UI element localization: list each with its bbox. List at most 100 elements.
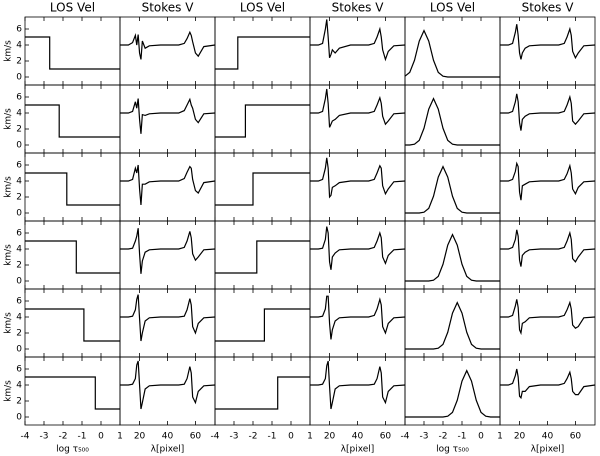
profile-line	[25, 104, 120, 138]
x-tick-label: -2	[439, 432, 448, 442]
column-title: Stokes V	[142, 1, 195, 15]
x-tick-label: 1	[307, 432, 313, 442]
panel-frame	[404, 84, 501, 154]
y-tick-label: 2	[16, 193, 22, 203]
profile-line	[120, 30, 216, 60]
y-tick-label: 4	[16, 245, 22, 255]
y-tick-label: 0	[16, 73, 22, 83]
panel-frame	[24, 356, 121, 426]
profile-line	[215, 172, 310, 206]
panel-frame	[24, 152, 121, 222]
panel-frame	[119, 356, 216, 426]
panel-frame	[404, 220, 501, 290]
panel-frame	[214, 16, 311, 86]
profile-line	[120, 294, 216, 342]
column-title: Stokes V	[522, 1, 575, 15]
x-tick-label: -3	[230, 432, 239, 442]
panel-frame	[214, 84, 311, 154]
profile-line	[500, 229, 596, 267]
profile-line	[215, 376, 310, 410]
y-tick-label: 4	[16, 41, 22, 51]
x-tick-label: -1	[268, 432, 277, 442]
x-tick-label: -2	[59, 432, 68, 442]
profile-line	[215, 36, 310, 70]
x-tick-label: 40	[162, 432, 174, 442]
profile-line	[120, 97, 216, 134]
profile-line	[405, 97, 500, 146]
panel-frame	[404, 288, 501, 358]
y-tick-label: 6	[16, 93, 22, 103]
column-title: Stokes V	[332, 1, 385, 15]
panel-frame	[119, 152, 216, 222]
x-tick-label: 40	[542, 432, 554, 442]
y-tick-label: 6	[16, 25, 22, 35]
y-tick-label: 0	[16, 345, 22, 355]
x-tick-label: 0	[98, 432, 104, 442]
y-tick-label: 2	[16, 397, 22, 407]
panel-frame	[24, 84, 121, 154]
y-tick-label: 6	[16, 365, 22, 375]
y-tick-label: 6	[16, 229, 22, 239]
profile-line	[405, 165, 500, 214]
y-axis-label: km/s	[4, 244, 14, 266]
column-title: LOS Vel	[50, 1, 95, 15]
x-tick-label: 60	[380, 432, 392, 442]
x-tick-label: 20	[134, 432, 146, 442]
column-title: LOS Vel	[240, 1, 285, 15]
y-tick-label: 2	[16, 57, 22, 67]
column-title: LOS Vel	[430, 1, 475, 15]
x-tick-label: 0	[478, 432, 484, 442]
profile-line	[310, 226, 406, 270]
panel-frame	[214, 356, 311, 426]
y-tick-label: 0	[16, 209, 22, 219]
profile-line	[500, 299, 596, 336]
panel-frame	[119, 288, 216, 358]
panel-frame	[499, 220, 596, 290]
profile-line	[500, 161, 596, 201]
panel-frame	[309, 84, 406, 154]
profile-line	[215, 308, 310, 342]
profile-line	[310, 295, 406, 340]
y-tick-label: 2	[16, 125, 22, 135]
x-tick-label: -4	[401, 432, 410, 442]
panel-frame	[404, 152, 501, 222]
y-tick-label: 0	[16, 413, 22, 423]
y-tick-label: 6	[16, 161, 22, 171]
profile-line	[120, 360, 216, 410]
panel-frame	[309, 16, 406, 86]
y-tick-label: 6	[16, 297, 22, 307]
profile-line	[500, 24, 596, 60]
profile-line	[120, 164, 216, 206]
panel-frame	[24, 16, 121, 86]
profile-line	[310, 157, 406, 199]
x-tick-label: 60	[190, 432, 202, 442]
x-tick-label: 20	[514, 432, 526, 442]
y-tick-label: 0	[16, 141, 22, 151]
profile-line	[25, 36, 120, 70]
x-tick-label: -4	[211, 432, 220, 442]
x-tick-label: 20	[324, 432, 336, 442]
x-tick-label: 0	[288, 432, 294, 442]
profile-line	[310, 360, 406, 410]
panel-frame	[214, 220, 311, 290]
x-tick-label: -4	[21, 432, 30, 442]
x-tick-label: -3	[40, 432, 49, 442]
y-axis-label: km/s	[4, 108, 14, 130]
profile-line	[404, 29, 500, 78]
profile-line	[120, 228, 216, 274]
profile-line	[215, 104, 310, 138]
y-axis-label: km/s	[4, 312, 14, 334]
panel-frame	[499, 152, 596, 222]
profile-line	[405, 369, 500, 418]
y-tick-label: 2	[16, 329, 22, 339]
profile-line	[405, 233, 500, 282]
panel-frame	[309, 356, 406, 426]
x-tick-label: -1	[458, 432, 467, 442]
x-tick-label: 40	[352, 432, 364, 442]
panel-frame	[119, 220, 216, 290]
y-tick-label: 2	[16, 261, 22, 271]
profile-line	[500, 93, 596, 131]
y-tick-label: 4	[16, 381, 22, 391]
x-tick-label: 1	[497, 432, 503, 442]
